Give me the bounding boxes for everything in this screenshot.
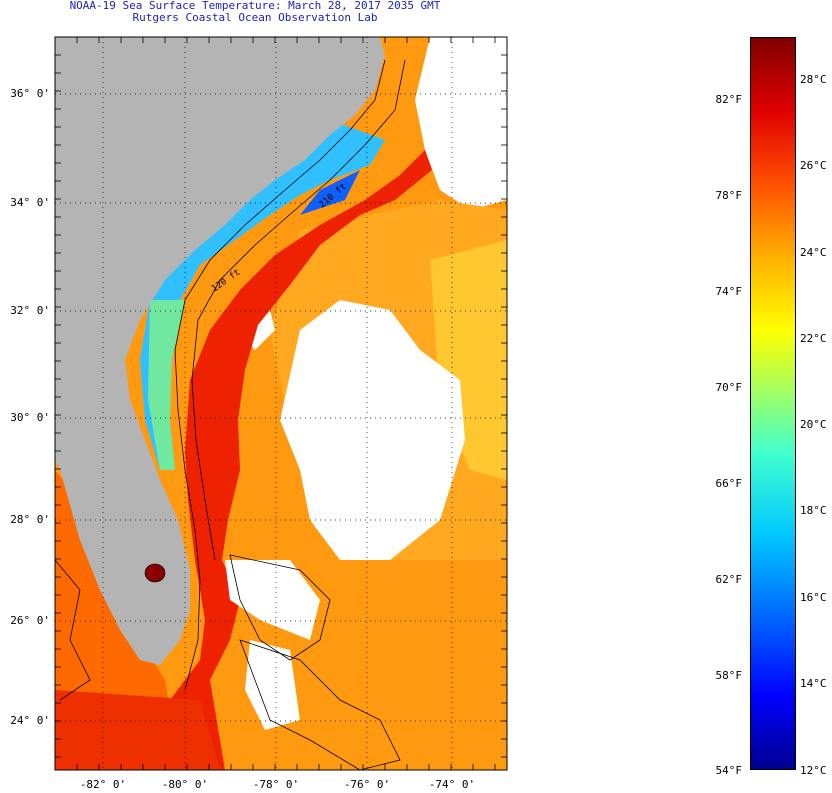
land-mass <box>55 37 385 665</box>
temperature-colorbar <box>750 37 796 770</box>
latitude-label: 24° 0' <box>10 714 50 727</box>
florida-straits-water <box>55 690 220 770</box>
map-subtitle: Rutgers Coastal Ocean Observation Lab <box>132 11 378 24</box>
fahrenheit-label: 78°F <box>715 189 743 202</box>
celsius-label: 20°C <box>800 418 827 431</box>
axis-ticks <box>54 36 507 770</box>
longitude-label: -76° 0' <box>343 778 391 791</box>
celsius-label: 28°C <box>800 73 827 86</box>
latitude-label: 34° 0' <box>10 196 50 209</box>
cloud-area-northeast <box>415 37 507 210</box>
latitude-label: 26° 0' <box>10 614 50 627</box>
cloud-area-bahamas <box>225 560 320 640</box>
graticule <box>55 37 507 770</box>
fahrenheit-label: 70°F <box>715 381 743 394</box>
lake-okeechobee <box>144 563 166 583</box>
celsius-label: 22°C <box>800 332 827 345</box>
fahrenheit-label: 62°F <box>715 573 743 586</box>
cold-water-patch <box>300 170 360 215</box>
longitude-label: -74° 0' <box>428 778 476 791</box>
latitude-label: 32° 0' <box>10 304 50 317</box>
longitude-label: -78° 0' <box>252 778 300 791</box>
fahrenheit-label: 74°F <box>715 285 743 298</box>
fahrenheit-label: 66°F <box>715 477 743 490</box>
celsius-label: 24°C <box>800 246 827 259</box>
celsius-label: 12°C <box>800 764 827 777</box>
fahrenheit-label: 54°F <box>715 764 743 777</box>
longitude-label: -82° 0' <box>79 778 127 791</box>
fahrenheit-label: 58°F <box>715 669 743 682</box>
latitude-label: 36° 0' <box>10 87 50 100</box>
colorbar-scale <box>751 38 795 769</box>
celsius-label: 14°C <box>800 677 827 690</box>
cloud-area-central <box>280 300 465 560</box>
map-frame <box>54 36 508 771</box>
celsius-label: 16°C <box>800 591 827 604</box>
longitude-label: -80° 0' <box>161 778 209 791</box>
map-title: NOAA-19 Sea Surface Temperature: March 2… <box>69 0 441 12</box>
bahamas-bank-outline-south <box>239 639 401 770</box>
depth-contour-210ft <box>191 59 406 561</box>
celsius-label: 18°C <box>800 504 827 517</box>
latitude-label: 28° 0' <box>10 513 50 526</box>
depth-contour-120ft <box>174 59 386 691</box>
cloud-area-bahamas-south <box>245 640 300 730</box>
latitude-label: 30° 0' <box>10 411 50 424</box>
gulf-contour <box>55 559 91 701</box>
gulf-stream <box>160 150 432 770</box>
bahamas-bank-outline <box>229 554 331 661</box>
celsius-label: 26°C <box>800 159 827 172</box>
fahrenheit-label: 82°F <box>715 93 743 106</box>
shelf-transition-water <box>148 300 185 470</box>
